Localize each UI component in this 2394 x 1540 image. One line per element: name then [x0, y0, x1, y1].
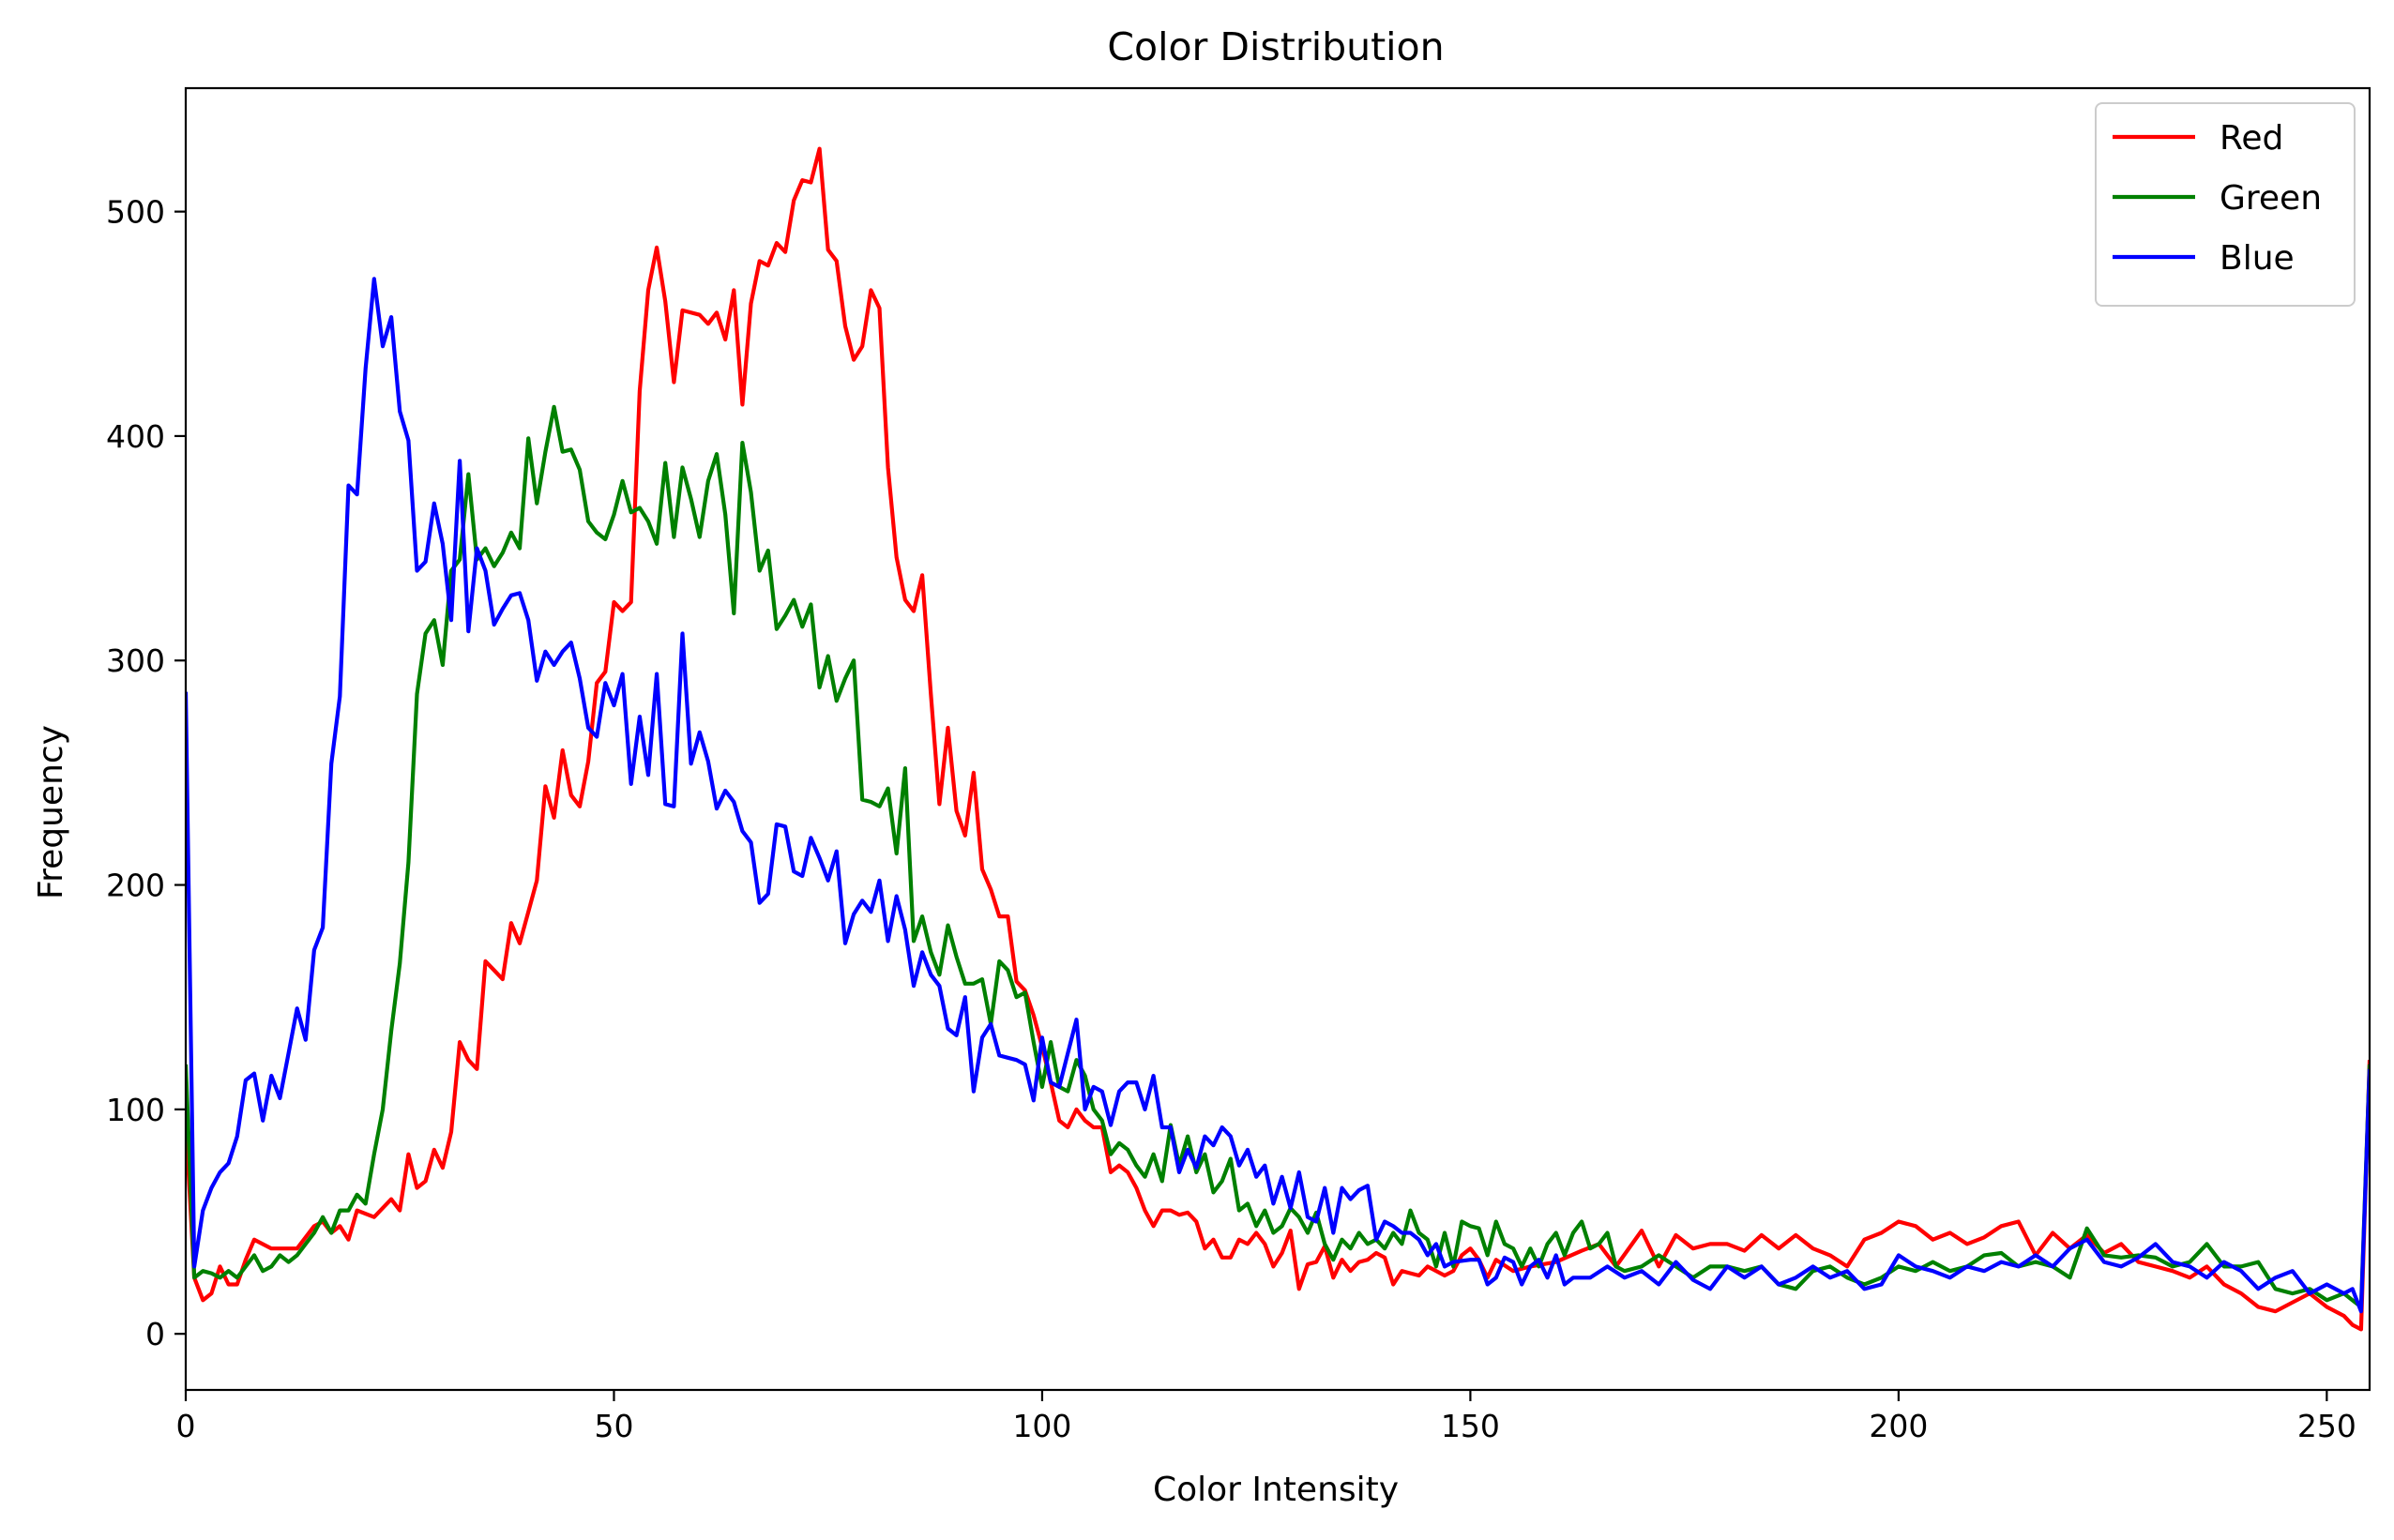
series-line-green [186, 404, 2370, 1309]
x-axis-title: Color Intensity [1153, 1471, 1399, 1509]
legend: Red Green Blue [2095, 102, 2356, 307]
axes-layer: 0 50 100 150 200 250 0 100 200 300 400 500 [106, 86, 2371, 1444]
y-axis-title: Frequency [32, 725, 70, 899]
legend-label-red: Red [2220, 119, 2283, 158]
y-tick-label: 300 [106, 642, 165, 679]
plot-frame [184, 86, 2371, 1392]
y-tick-label: 400 [106, 418, 165, 455]
x-tick-label: 200 [1869, 1408, 1928, 1444]
y-tick-label: 100 [106, 1092, 165, 1128]
legend-label-blue: Blue [2220, 239, 2295, 278]
legend-label-green: Green [2220, 179, 2322, 218]
y-tick-label: 200 [106, 868, 165, 904]
x-tick-label: 0 [176, 1408, 196, 1444]
x-tick-label: 100 [1012, 1408, 1071, 1444]
x-tick-label: 50 [594, 1408, 633, 1444]
series-line-red [186, 146, 2370, 1332]
series-layer [186, 146, 2370, 1332]
series-line-blue [186, 277, 2370, 1314]
y-tick-label: 0 [145, 1316, 165, 1352]
y-tick-label: 500 [106, 194, 165, 231]
x-tick-label: 150 [1441, 1408, 1500, 1444]
chart-title: Color Distribution [1107, 24, 1444, 69]
x-tick-label: 250 [2297, 1408, 2356, 1444]
